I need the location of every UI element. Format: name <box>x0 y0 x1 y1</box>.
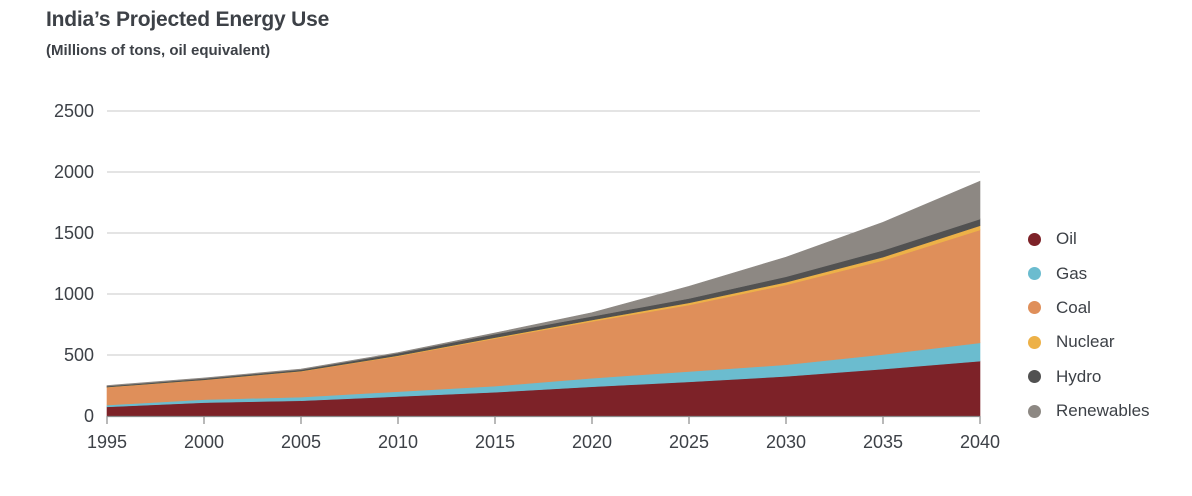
y-axis-tick-labels: 0 500 1000 1500 2000 2500 <box>54 101 94 426</box>
x-axis <box>106 415 981 424</box>
legend-item-hydro: Hydro <box>1028 360 1150 394</box>
x-tick-label: 2015 <box>475 432 515 452</box>
legend-label: Oil <box>1056 229 1077 249</box>
legend-item-coal: Coal <box>1028 291 1150 325</box>
legend-label: Renewables <box>1056 401 1150 421</box>
legend-swatch <box>1028 335 1041 349</box>
legend-label: Gas <box>1056 263 1088 283</box>
x-tick-label: 2040 <box>960 432 1000 452</box>
legend-swatch <box>1028 232 1041 246</box>
chart-title: India’s Projected Energy Use <box>46 8 330 31</box>
legend-item-gas: Gas <box>1028 256 1150 290</box>
legend-swatch <box>1028 301 1041 315</box>
y-tick-label: 2500 <box>54 101 94 121</box>
x-tick-label: 2030 <box>766 432 806 452</box>
y-tick-label: 1500 <box>54 223 94 243</box>
legend-swatch <box>1028 404 1041 418</box>
x-tick-label: 2000 <box>184 432 224 452</box>
legend-item-renewables: Renewables <box>1028 394 1150 428</box>
legend-swatch <box>1028 267 1041 281</box>
area-series <box>106 180 981 417</box>
legend-label: Hydro <box>1056 366 1102 386</box>
x-tick-label: 2035 <box>863 432 903 452</box>
x-tick-label: 2005 <box>281 432 321 452</box>
y-tick-label: 0 <box>84 406 94 426</box>
x-tick-label: 1995 <box>87 432 127 452</box>
y-tick-label: 1000 <box>54 284 94 304</box>
y-tick-label: 2000 <box>54 162 94 182</box>
legend: Oil Gas Coal Nuclear Hydro Renewables <box>1028 222 1150 428</box>
x-axis-tick-labels: 1995 2000 2005 2010 2015 2020 2025 2030 2035 2040 <box>87 432 1000 452</box>
legend-swatch <box>1028 370 1041 384</box>
x-tick-label: 2020 <box>572 432 612 452</box>
legend-item-nuclear: Nuclear <box>1028 325 1150 359</box>
area-renewables <box>106 180 981 387</box>
y-tick-label: 500 <box>64 345 94 365</box>
legend-label: Coal <box>1056 297 1091 317</box>
legend-item-oil: Oil <box>1028 222 1150 256</box>
legend-label: Nuclear <box>1056 332 1115 352</box>
x-tick-label: 2010 <box>378 432 418 452</box>
x-tick-label: 2025 <box>669 432 709 452</box>
chart-subtitle: (Millions of tons, oil equivalent) <box>46 42 271 59</box>
